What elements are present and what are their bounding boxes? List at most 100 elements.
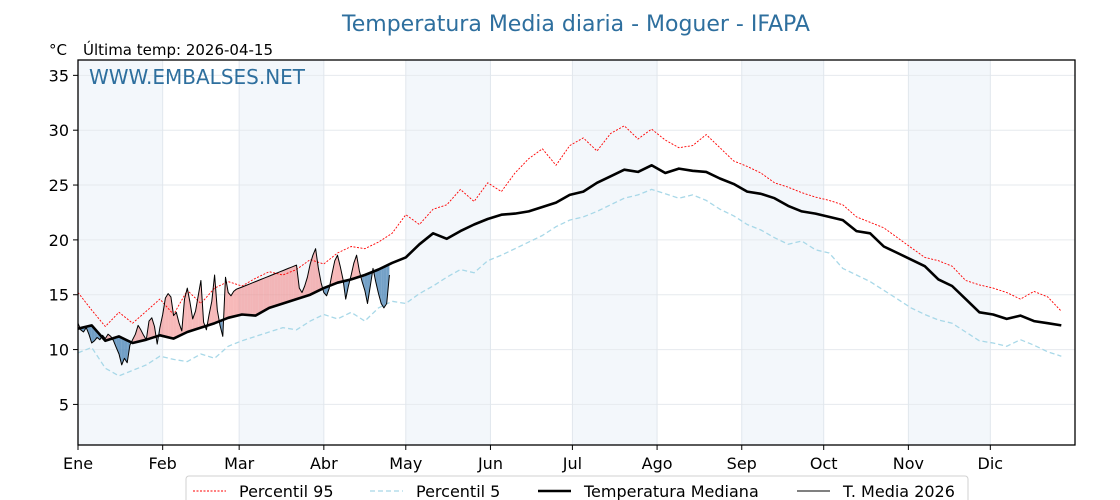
fill-above-median <box>266 276 270 310</box>
fill-above-median <box>285 268 289 303</box>
fill-above-median <box>140 329 144 342</box>
fill-above-median <box>239 287 242 316</box>
legend-label: Percentil 95 <box>239 482 334 500</box>
fill-below-median <box>364 273 368 304</box>
fill-below-median <box>91 325 95 343</box>
fill-above-median <box>170 296 174 339</box>
x-tick-label: Oct <box>810 454 838 473</box>
month-band <box>405 60 491 445</box>
fill-below-median <box>323 287 327 296</box>
month-band <box>741 60 824 445</box>
plot-frame <box>77 59 1076 446</box>
month-band <box>78 60 163 445</box>
month-band <box>572 60 658 445</box>
fill-above-median <box>274 272 278 307</box>
fill-above-median <box>236 288 240 316</box>
fill-above-median <box>168 293 171 338</box>
fill-above-median <box>282 269 286 304</box>
y-axis: 5 10 15 20 25 30 35 <box>49 66 78 414</box>
legend-label: Temperatura Mediana <box>583 482 759 500</box>
y-tick-label: 15 <box>49 286 69 305</box>
fill-above-median <box>230 291 234 318</box>
fill-above-median <box>165 293 169 338</box>
y-tick-label: 10 <box>49 341 69 360</box>
fill-below-median <box>121 337 125 365</box>
x-tick-label: Abr <box>310 454 338 473</box>
fill-above-median <box>258 279 262 315</box>
fill-above-median <box>173 312 177 339</box>
fill-above-median <box>151 317 155 338</box>
fill-above-median <box>233 289 237 317</box>
fill-below-median <box>88 325 92 343</box>
legend-box <box>185 475 969 500</box>
fill-below-median <box>383 265 387 308</box>
fill-above-median <box>261 278 264 313</box>
fill-above-median <box>162 298 166 337</box>
fill-above-median <box>176 312 180 338</box>
x-tick-label: Dic <box>978 454 1004 473</box>
x-tick-label: Nov <box>893 454 924 473</box>
fill-above-median <box>244 284 248 315</box>
y-tick-label: 35 <box>49 66 69 85</box>
fill-above-median <box>241 285 245 315</box>
x-tick-label: Jun <box>477 454 503 473</box>
fill-above-median <box>250 282 253 316</box>
fill-above-median <box>225 277 229 319</box>
fill-above-median <box>263 277 267 311</box>
series-line-temperatura-mediana <box>77 164 1062 345</box>
fill-below-median <box>118 336 122 365</box>
fill-above-median <box>184 288 188 334</box>
fill-above-median <box>310 255 313 295</box>
fill-above-median <box>293 265 297 300</box>
x-tick-label: Ago <box>642 454 673 473</box>
month-band <box>908 60 991 445</box>
grid-lines <box>77 60 1075 445</box>
x-tick-label: Feb <box>149 454 177 473</box>
y-unit-label: °C <box>49 41 67 59</box>
fill-below-median <box>124 339 128 363</box>
fill-above-median <box>228 292 231 318</box>
fill-above-median <box>247 283 251 316</box>
fill-below-median <box>375 269 379 294</box>
last-temp-label: Última temp: 2026-04-15 <box>83 40 273 59</box>
legend-label: T. Media 2026 <box>842 482 955 500</box>
series-line-percentil-5 <box>77 188 1062 377</box>
fill-above-median <box>271 273 275 308</box>
y-tick-label: 20 <box>49 231 69 250</box>
fill-above-median <box>280 270 283 305</box>
fill-above-median <box>299 288 302 299</box>
series-line-percentil-95 <box>77 125 1062 327</box>
watermark: WWW.EMBALSES.NET <box>89 65 306 89</box>
fill-above-median <box>291 266 294 301</box>
fill-above-median <box>192 311 196 331</box>
x-tick-label: Mar <box>224 454 255 473</box>
fill-above-median <box>288 267 292 302</box>
fill-above-median <box>195 295 199 330</box>
fill-above-median <box>307 264 311 296</box>
y-tick-label: 5 <box>59 395 69 414</box>
fill-above-median <box>209 301 212 326</box>
fill-above-median <box>277 271 281 306</box>
x-tick-label: May <box>389 454 422 473</box>
fill-above-median <box>252 281 256 316</box>
month-bands <box>78 60 991 445</box>
fill-above-median <box>135 325 139 343</box>
legend-label: Percentil 5 <box>416 482 500 500</box>
x-axis: Ene Feb Mar Abr May Jun Jul Ago Sep Oct Nov Dic <box>63 445 1003 473</box>
fill-above-median <box>315 248 319 293</box>
fill-above-median <box>255 280 259 316</box>
y-tick-label: 30 <box>49 121 69 140</box>
fill-below-median <box>116 336 119 354</box>
fill-above-median <box>269 274 272 308</box>
series-line-t-media-2026 <box>77 248 390 366</box>
x-tick-label: Jul <box>562 454 582 473</box>
fill-above-median <box>211 274 215 325</box>
x-tick-label: Ene <box>63 454 93 473</box>
fill-above-median <box>304 277 308 297</box>
fill-below-median <box>381 266 384 308</box>
fill-above-median <box>149 317 152 339</box>
fill-above-median <box>337 255 341 283</box>
x-tick-label: Sep <box>727 454 757 473</box>
month-band <box>239 60 324 445</box>
